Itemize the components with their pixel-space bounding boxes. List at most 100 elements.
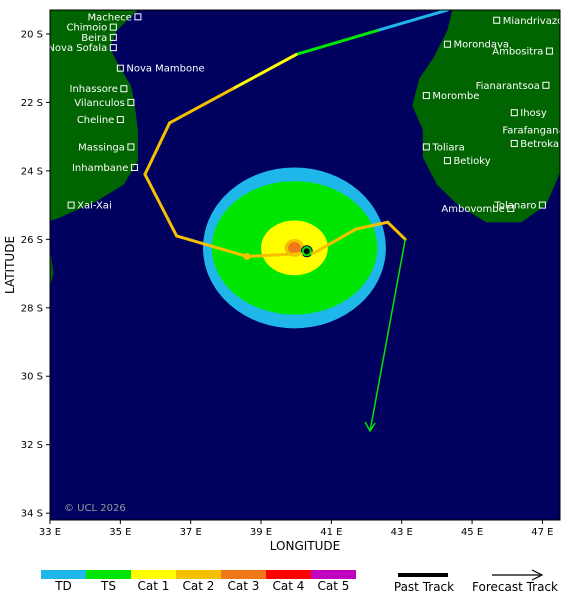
city-label: Massinga [78,142,125,153]
city-label: Toliara [431,142,464,153]
city-label: Farafangana [502,125,564,136]
track-point [243,252,251,260]
city-marker [545,47,553,55]
legend-swatch-td [41,570,86,579]
city-label: Tolanaro [493,201,536,212]
city-label: Nova Sofala [47,43,107,54]
city-label: Cheline [77,115,115,126]
y-axis-title: LATITUDE [3,236,17,294]
city-label: Machece [88,12,132,23]
wind-swath-cat3 [288,242,301,254]
past-track-segment [375,10,449,33]
y-tick-label: 26 S [21,235,43,246]
city-marker [130,163,138,171]
legend-swatch-cat2 [176,570,221,579]
city-marker [510,139,518,147]
city-label: Beira [81,33,107,44]
city-label: Morondava [453,40,509,51]
x-axis-title: LONGITUDE [270,539,340,553]
city-label: Inhassore [70,84,118,95]
city-label: Fianarantsoa [476,81,540,92]
past-track-segment [386,220,407,241]
legend-label-cat5: Cat 5 [318,579,350,593]
city-marker [422,143,430,151]
city-label: Nova Mambone [126,64,204,75]
past-track-segment [175,234,249,258]
legend-label-cat3: Cat 3 [228,579,260,593]
past-track-segment [231,52,298,91]
legend-label-ts: TS [100,579,116,593]
x-tick-label: 37 E [180,527,202,538]
past-track-segment [143,172,179,238]
x-tick-label: 33 E [39,527,61,538]
city-label: Morombe [432,91,479,102]
past-track-segment [312,227,358,255]
x-tick-label: 39 E [250,527,272,538]
legend-swatch-cat4 [266,570,311,579]
city-marker [134,13,142,21]
city-label: Ihosy [520,108,547,119]
legend-swatch-cat3 [221,570,266,579]
y-tick-label: 28 S [21,303,43,314]
legend-swatch-cat1 [131,570,176,579]
current-position-marker [301,246,312,257]
legend-label-cat4: Cat 4 [273,579,305,593]
city-marker [109,33,117,41]
madagascar-land [412,10,560,223]
plot-frame [49,9,561,521]
city-marker [507,205,515,213]
city-label: Betroka [520,139,559,150]
city-label: Ambovombe [441,204,504,215]
forecast-track-line [369,239,406,432]
city-label: Betioky [453,156,490,167]
legend-label-cat1: Cat 1 [138,579,170,593]
city-marker [538,201,546,209]
legend-forecast-arrowhead [531,569,544,581]
city-marker [120,85,128,93]
city-label: Miandrivazo [503,16,564,27]
city-marker [116,116,124,124]
legend-past-track-label: Past Track [394,580,454,594]
y-tick-label: 30 S [21,372,43,383]
city-marker [568,127,574,133]
legend-label-td: TD [54,579,72,593]
city-marker [542,81,550,89]
y-tick-label: 32 S [21,440,43,451]
copyright-label: © UCL 2026 [64,503,126,514]
legend-swatch-cat5 [311,570,356,579]
x-tick-label: 41 E [320,527,342,538]
city-marker [443,40,451,48]
city-marker [109,23,117,31]
city-marker [127,98,135,106]
x-tick-label: 45 E [461,527,483,538]
track-link-line [246,252,307,258]
city-marker [109,44,117,52]
city-marker [67,201,75,209]
past-track-segment [143,121,172,176]
y-tick-label: 24 S [21,166,43,177]
legend-swatch-ts [86,570,131,579]
y-tick-label: 20 S [21,29,43,40]
y-tick-label: 34 S [21,509,43,520]
city-marker [493,16,501,24]
forecast-arrowhead [364,421,376,433]
legend-label-cat2: Cat 2 [183,579,215,593]
city-label: Vilanculos [74,98,125,109]
city-label: Inhambane [72,163,128,174]
x-tick-label: 47 E [531,527,553,538]
mozambique-land [50,10,138,221]
y-tick-label: 22 S [21,98,43,109]
past-track-segment [294,29,379,56]
past-track-segment [168,87,235,125]
legend-forecast-track-label: Forecast Track [472,580,558,594]
city-label: Xai-Xai [77,201,112,212]
city-marker [422,92,430,100]
city-marker [127,143,135,151]
city-marker [116,64,124,72]
x-tick-label: 43 E [391,527,413,538]
south-africa-land [50,249,54,286]
city-marker [443,157,451,165]
past-track-segment [354,220,390,231]
